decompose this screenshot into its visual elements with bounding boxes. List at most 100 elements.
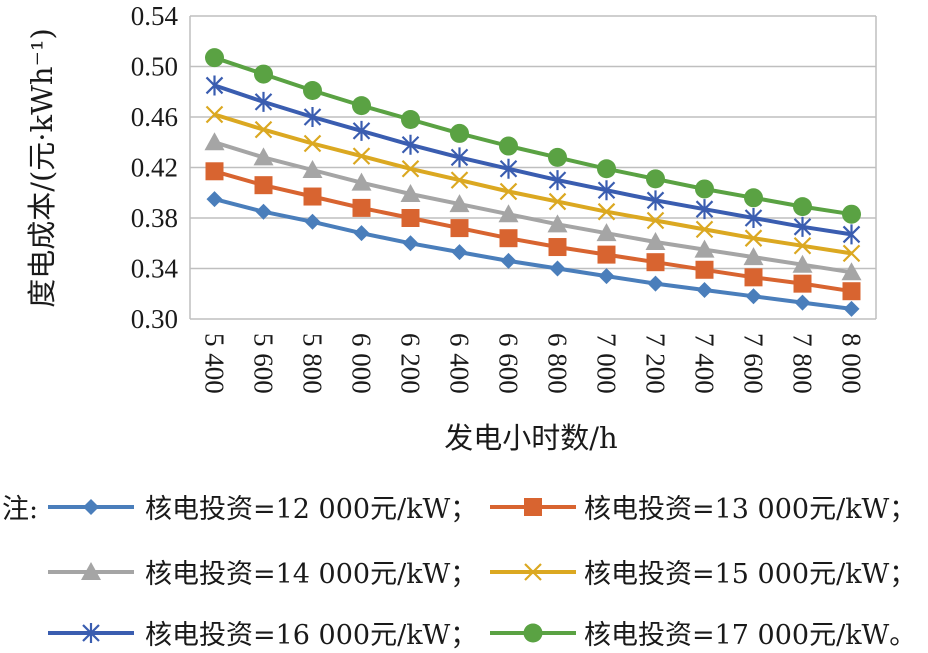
data-point xyxy=(204,132,225,151)
x-tick-label: 6 400 xyxy=(445,333,475,394)
gridlines xyxy=(189,15,877,320)
x-tick-label: 6 200 xyxy=(396,333,426,394)
data-point xyxy=(254,64,273,84)
data-point xyxy=(254,176,273,195)
legend-label: 核电投资=13 000元/kW； xyxy=(584,494,916,525)
x-tick-label: 5 600 xyxy=(249,333,279,394)
y-tick-label: 0.34 xyxy=(131,254,179,284)
data-point xyxy=(548,170,567,191)
data-point xyxy=(451,244,468,261)
series-1 xyxy=(206,191,860,317)
data-point xyxy=(499,136,518,156)
data-point xyxy=(303,187,322,206)
data-point xyxy=(205,162,224,181)
y-tick-label: 0.30 xyxy=(131,304,178,334)
data-point xyxy=(352,198,371,217)
data-point xyxy=(205,75,224,96)
legend-prefix: 注: xyxy=(2,494,38,525)
legend: 注: 核电投资=12 000元/kW； 核电投资=13 000元/kW； 核电投资=… xyxy=(2,494,916,651)
x-tick-label: 7 000 xyxy=(592,333,622,394)
data-point xyxy=(645,231,666,250)
data-point xyxy=(842,204,861,224)
data-point xyxy=(500,252,517,269)
data-point xyxy=(646,169,665,189)
data-point xyxy=(205,48,224,68)
y-tick-label: 0.50 xyxy=(131,52,178,82)
legend-marker xyxy=(524,498,542,516)
data-point xyxy=(303,80,322,100)
data-point xyxy=(794,294,811,311)
data-point xyxy=(842,282,861,301)
x-tick-label: 6 800 xyxy=(543,333,573,394)
data-point xyxy=(498,204,519,223)
data-point xyxy=(744,188,763,208)
data-point xyxy=(353,225,370,242)
data-point xyxy=(842,244,861,263)
data-point xyxy=(696,281,713,298)
data-point xyxy=(597,202,616,221)
data-point xyxy=(255,203,272,220)
data-point xyxy=(304,213,321,230)
data-point xyxy=(352,120,371,141)
x-tick-label: 7 400 xyxy=(690,333,720,394)
data-point xyxy=(547,214,568,233)
x-axis-title: 发电小时数/h xyxy=(444,421,617,455)
series-line xyxy=(213,83,852,237)
data-point xyxy=(597,180,616,201)
y-axis-title: 度电成本/(元·kWh⁻¹) xyxy=(25,28,59,308)
data-point xyxy=(548,238,567,257)
data-point xyxy=(401,209,420,227)
legend-marker xyxy=(83,499,99,515)
series-2 xyxy=(205,162,861,301)
data-point xyxy=(646,253,665,272)
legend-item-1: 核电投资=12 000元/kW； xyxy=(48,494,477,525)
data-point xyxy=(647,275,664,292)
series-6 xyxy=(205,48,861,224)
data-point xyxy=(254,120,273,139)
data-point xyxy=(548,192,567,211)
x-tick-label: 7 200 xyxy=(641,333,671,394)
legend-marker xyxy=(524,563,542,581)
data-point xyxy=(402,235,419,252)
y-tick-label: 0.42 xyxy=(131,153,178,183)
data-point xyxy=(646,211,665,230)
y-tick-label: 0.38 xyxy=(131,203,178,233)
x-tick-label: 7 600 xyxy=(739,333,769,394)
data-point xyxy=(549,260,566,277)
x-tick-label: 7 800 xyxy=(788,333,818,394)
legend-item-3: 核电投资=14 000元/kW； xyxy=(48,559,477,590)
legend-label: 核电投资=15 000元/kW； xyxy=(584,559,916,590)
x-tick-label: 5 400 xyxy=(200,333,230,394)
legend-item-2: 核电投资=13 000元/kW； xyxy=(490,494,916,525)
data-point xyxy=(450,171,469,189)
data-point xyxy=(450,123,469,143)
series-line xyxy=(213,112,852,256)
y-tick-label: 0.46 xyxy=(131,102,178,132)
series-line xyxy=(214,197,852,311)
data-point xyxy=(450,147,469,168)
data-point xyxy=(695,199,714,220)
data-point xyxy=(303,107,322,127)
legend-label: 核电投资=12 000元/kW； xyxy=(145,494,477,525)
data-point xyxy=(499,182,518,201)
data-point xyxy=(695,260,714,279)
legend-label: 核电投资=14 000元/kW； xyxy=(145,559,477,590)
y-tick-label: 0.54 xyxy=(131,1,179,31)
data-point xyxy=(841,262,862,281)
legend-marker xyxy=(82,623,100,643)
legend-item-5: 核电投资=16 000元/kW； xyxy=(48,620,477,651)
data-point xyxy=(597,159,616,179)
data-point xyxy=(793,197,812,217)
x-tick-label: 8 000 xyxy=(837,333,867,394)
legend-item-4: 核电投资=15 000元/kW； xyxy=(490,559,916,590)
data-point xyxy=(646,190,665,211)
data-point xyxy=(400,184,421,203)
data-point xyxy=(401,110,420,130)
data-point xyxy=(352,96,371,116)
data-point xyxy=(695,179,714,199)
data-point xyxy=(745,288,762,305)
legend-label: 核电投资=17 000元/kW。 xyxy=(584,620,916,651)
legend-item-6: 核电投资=17 000元/kW。 xyxy=(490,620,916,651)
data-point xyxy=(843,300,860,317)
